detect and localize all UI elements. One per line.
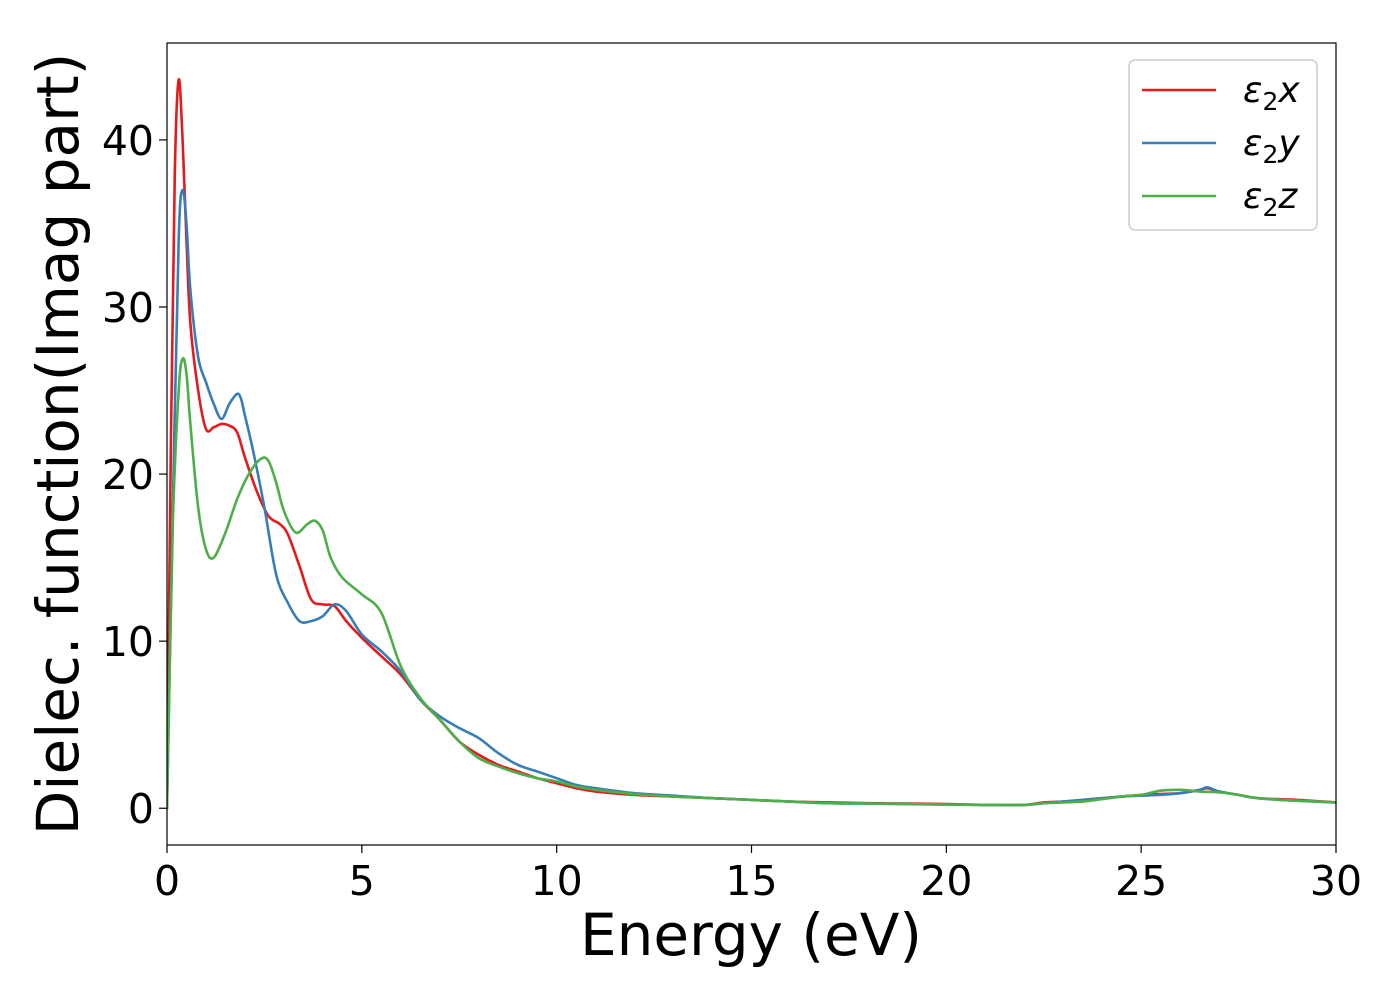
legend-box — [1128, 59, 1318, 231]
y-tick-label: 10 — [102, 618, 154, 666]
y-tick-label: 40 — [102, 117, 154, 165]
series-line-y — [167, 188, 1336, 810]
y-tick-label: 30 — [102, 284, 154, 332]
x-tick-label: 15 — [725, 857, 777, 905]
x-axis-title: Energy (eV) — [580, 901, 922, 969]
legend: ε2x ε2y ε2z — [1128, 59, 1318, 231]
x-axis: 0 5 10 15 20 25 30 — [154, 845, 1362, 905]
y-tick-label: 0 — [128, 785, 154, 833]
x-tick-label: 25 — [1115, 857, 1167, 905]
x-tick-label: 0 — [154, 857, 180, 905]
series-line-z — [167, 356, 1336, 810]
x-tick-label: 10 — [531, 857, 583, 905]
y-axis: 0 10 20 30 40 — [102, 117, 167, 833]
y-tick-label: 20 — [102, 451, 154, 499]
series-layer — [167, 78, 1336, 810]
legend-label-y: ε2y — [1243, 123, 1300, 169]
x-tick-label: 20 — [920, 857, 972, 905]
y-axis-title: Dielec. function(Imag part) — [24, 53, 92, 836]
x-tick-label: 30 — [1310, 857, 1362, 905]
legend-label-z: ε2z — [1243, 176, 1298, 222]
legend-label-x: ε2x — [1243, 70, 1300, 116]
x-tick-label: 5 — [349, 857, 375, 905]
